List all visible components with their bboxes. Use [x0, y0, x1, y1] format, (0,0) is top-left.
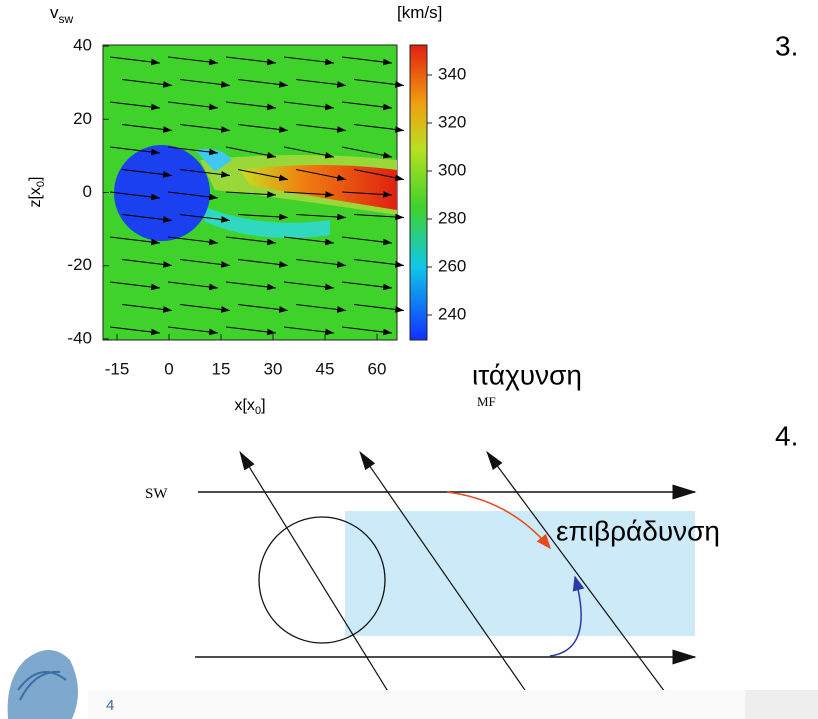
footer-bar — [88, 690, 745, 719]
heatmap — [103, 45, 427, 340]
x-tick-label: -15 — [105, 359, 130, 378]
logo — [8, 650, 78, 719]
slide: vsw [km/s] z[x0] x[x0] -15 0 15 30 45 60 40 20 0… — [0, 0, 818, 719]
colorbar-tick-label: 320 — [438, 112, 466, 131]
colorbar-tick-label: 260 — [438, 256, 466, 275]
colorbar-tick-label: 280 — [438, 208, 466, 227]
fig-title: vsw — [50, 3, 74, 26]
colorbar-tick-label: 240 — [438, 304, 466, 323]
page-number: 4 — [106, 697, 114, 714]
diagram-label: MF — [477, 394, 496, 409]
diagram — [195, 452, 695, 719]
x-tick-label: 30 — [264, 359, 283, 378]
y-tick-label: 0 — [83, 182, 92, 201]
diagram-label: επιβράδυνση — [556, 515, 720, 546]
x-tick-label: 15 — [212, 359, 231, 378]
colorbar-tick-label: 340 — [438, 64, 466, 83]
colorbar-tick-label: 300 — [438, 160, 466, 179]
footer-box — [745, 690, 818, 719]
fig-unit: [km/s] — [397, 3, 442, 22]
y-label: z[x0] — [27, 176, 47, 207]
item-number: 3. — [775, 30, 798, 61]
item-number: 4. — [775, 420, 798, 451]
x-label: x[x0] — [234, 397, 265, 417]
diagram-label: ιτάχυνση — [472, 359, 582, 390]
x-tick-label: 45 — [316, 359, 335, 378]
x-tick-label: 60 — [368, 359, 387, 378]
y-tick-label: -20 — [67, 255, 92, 274]
diagram-label: SW — [145, 486, 168, 502]
x-tick-label: 0 — [164, 359, 173, 378]
y-tick-label: 20 — [73, 109, 92, 128]
y-tick-label: -40 — [67, 328, 92, 347]
y-tick-label: 40 — [73, 36, 92, 55]
